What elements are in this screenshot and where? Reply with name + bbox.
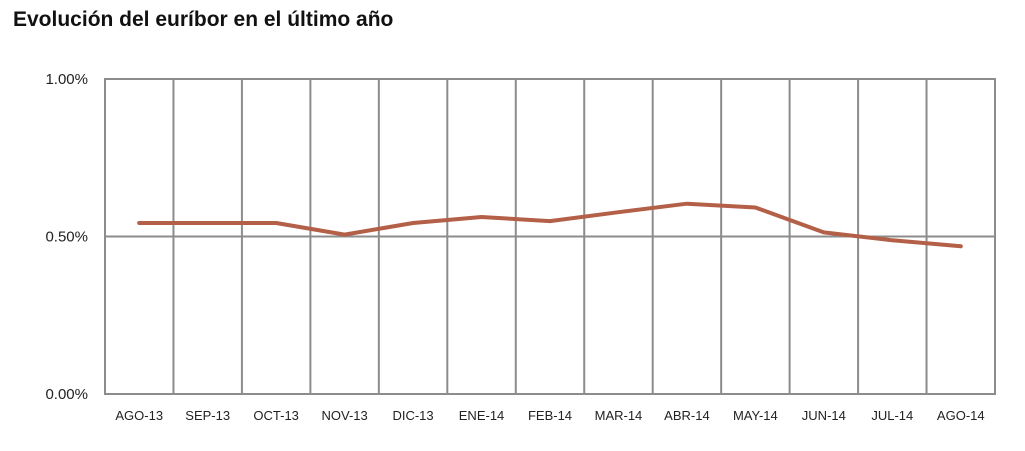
plot-frame <box>104 78 996 395</box>
x-tick-label: MAR-14 <box>595 408 643 423</box>
x-tick-label: AGO-14 <box>937 408 985 423</box>
y-tick-label: 1.00% <box>45 71 88 88</box>
x-axis-ticks: AGO-13 SEP-13 OCT-13 NOV-13 DIC-13 ENE-14 FEB-… <box>115 408 984 423</box>
x-tick-label: FEB-14 <box>528 408 572 423</box>
x-tick-label: DIC-13 <box>392 408 433 423</box>
x-tick-label: JUL-14 <box>871 408 913 423</box>
x-tick-label: NOV-13 <box>321 408 367 423</box>
y-axis-ticks: 1.00% 0.50% 0.00% <box>45 71 88 403</box>
chart-title: Evolución del euríbor en el último año <box>13 8 394 31</box>
x-tick-label: JUN-14 <box>802 408 846 423</box>
x-tick-label: ENE-14 <box>459 408 505 423</box>
y-tick-label: 0.00% <box>45 386 88 403</box>
x-tick-label: SEP-13 <box>185 408 230 423</box>
x-tick-label: OCT-13 <box>253 408 299 423</box>
x-tick-label: AGO-13 <box>115 408 163 423</box>
plot-border <box>104 78 996 395</box>
x-tick-label: ABR-14 <box>664 408 710 423</box>
series-line-0 <box>137 201 963 249</box>
y-tick-label: 0.50% <box>45 229 88 246</box>
x-tick-label: MAY-14 <box>733 408 778 423</box>
series-line <box>137 201 963 249</box>
